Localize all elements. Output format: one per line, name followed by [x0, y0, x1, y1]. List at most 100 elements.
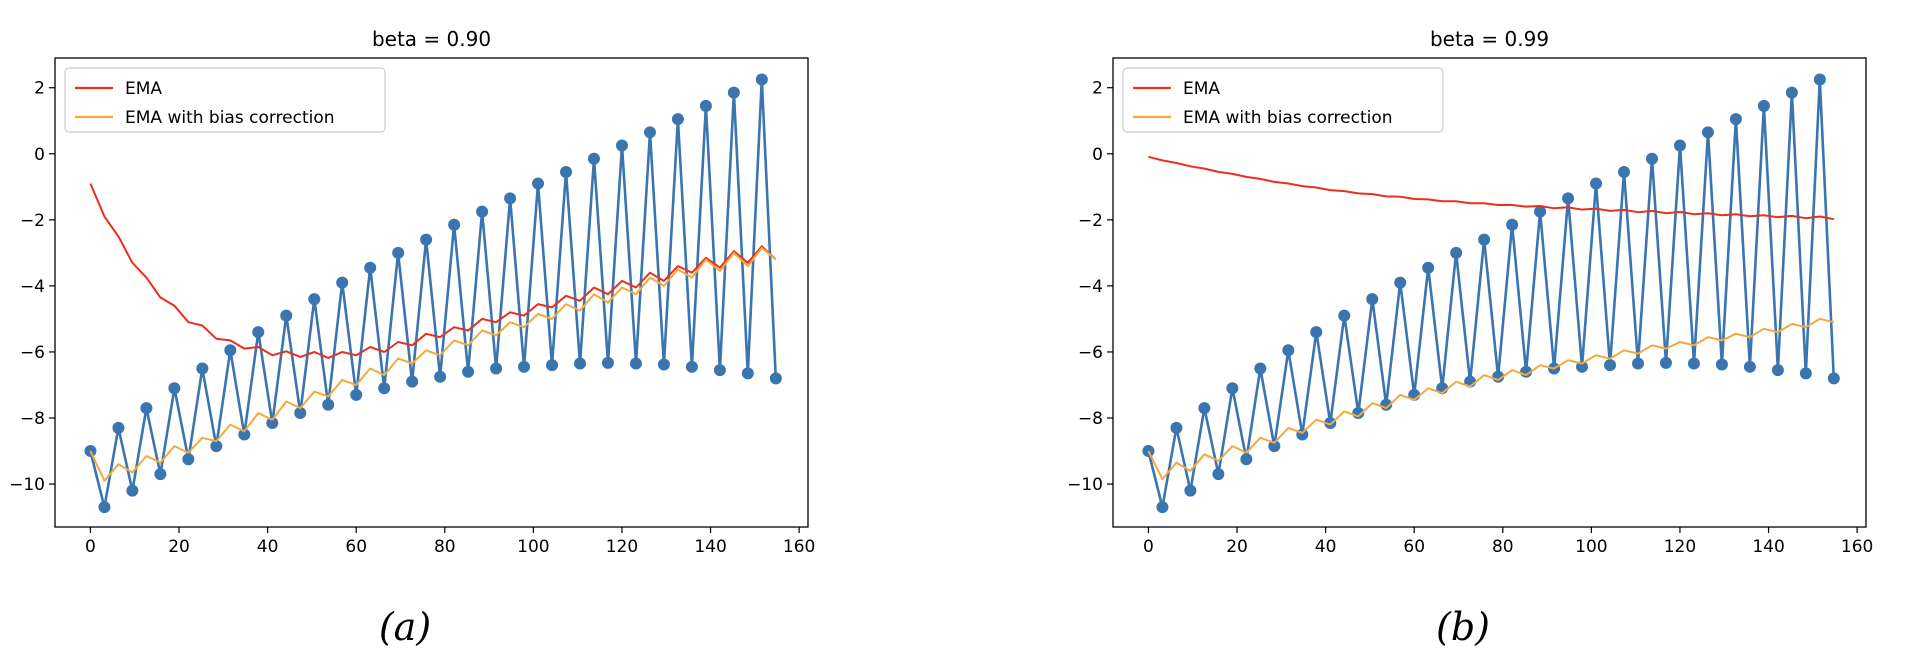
data-point: [1715, 358, 1728, 371]
legend-label: EMA with bias correction: [1183, 108, 1393, 128]
data-point: [154, 468, 167, 481]
data-point: [1827, 372, 1840, 385]
data-point: [1799, 367, 1812, 380]
x-tick-label: 0: [1143, 537, 1154, 557]
data-point: [238, 428, 251, 441]
data-point: [1562, 192, 1575, 205]
data-point: [1184, 484, 1197, 497]
chart-panel-b: beta = 0.990 20 40 60 80 100 120 140 16020−2−4−6…: [1067, 27, 1873, 649]
data-point: [1338, 309, 1351, 322]
y-tick-label: −8: [1078, 409, 1103, 429]
data-point: [1198, 402, 1211, 415]
data-point: [671, 113, 684, 126]
data-point: [587, 152, 600, 165]
x-tick-label: 140: [694, 537, 726, 557]
data-point: [657, 358, 670, 371]
data-point: [420, 233, 433, 246]
data-point: [112, 421, 125, 434]
panel-caption: (b): [1436, 605, 1490, 649]
y-tick-label: −10: [1067, 475, 1103, 495]
data-point: [1590, 177, 1603, 190]
legend-label: EMA with bias correction: [125, 108, 335, 128]
legend-label: EMA: [1183, 79, 1220, 99]
data-point: [1632, 357, 1645, 370]
data-point: [98, 501, 111, 514]
y-tick-label: 0: [34, 145, 45, 165]
x-tick-label: 20: [1226, 537, 1248, 557]
y-tick-label: 2: [1092, 79, 1103, 99]
data-point: [1506, 218, 1519, 231]
data-point: [168, 382, 181, 395]
x-tick-label: 120: [606, 537, 638, 557]
data-point: [406, 375, 419, 388]
x-tick-label: 40: [1315, 537, 1337, 557]
data-point: [1478, 233, 1491, 246]
data-point: [1785, 86, 1798, 99]
data-point: [378, 382, 391, 395]
data-point: [336, 276, 349, 289]
data-point: [1687, 357, 1700, 370]
data-point: [448, 218, 461, 231]
data-point: [434, 370, 447, 383]
data-point: [490, 362, 503, 375]
x-tick-label: 60: [1403, 537, 1425, 557]
data-point: [210, 440, 223, 453]
data-point: [252, 326, 265, 339]
data-point: [1757, 99, 1770, 112]
data-point: [741, 367, 754, 380]
data-point: [629, 357, 642, 370]
data-point: [546, 359, 559, 372]
x-tick-label: 60: [345, 537, 367, 557]
data-point: [1296, 428, 1309, 441]
data-point: [1604, 359, 1617, 372]
legend-box: [1122, 67, 1444, 133]
data-point: [392, 246, 405, 259]
data-point: [280, 309, 293, 322]
data-point: [1324, 416, 1337, 429]
data-point: [476, 205, 489, 218]
x-tick-label: 80: [434, 537, 456, 557]
series-line-ema_corrected: [89, 246, 777, 482]
legend-label: EMA: [125, 79, 162, 99]
data-point: [308, 293, 321, 306]
data-point: [1366, 293, 1379, 306]
data-point: [699, 99, 712, 112]
data-point: [1645, 152, 1658, 165]
data-point: [1701, 126, 1714, 139]
x-tick-label: 140: [1752, 537, 1784, 557]
data-point: [126, 484, 139, 497]
y-tick-label: −2: [1078, 211, 1103, 231]
data-point: [1156, 501, 1169, 514]
data-point: [322, 398, 335, 411]
y-tick-label: 2: [34, 79, 45, 99]
data-point: [224, 344, 237, 357]
data-point: [1450, 246, 1463, 259]
chart-title: beta = 0.90: [372, 27, 491, 51]
data-point: [182, 453, 195, 466]
x-tick-label: 100: [1575, 537, 1607, 557]
plot-area-frame: [1112, 57, 1867, 528]
data-point: [196, 362, 209, 375]
data-point: [601, 356, 614, 369]
data-point: [1422, 261, 1435, 274]
panel-caption: (a): [379, 605, 431, 649]
data-point: [713, 364, 726, 377]
data-point: [1771, 364, 1784, 377]
data-point: [1729, 113, 1742, 126]
x-tick-label: 20: [168, 537, 190, 557]
data-point: [350, 388, 363, 401]
y-tick-label: −6: [20, 343, 45, 363]
data-point: [1226, 382, 1239, 395]
y-tick-label: 0: [1092, 145, 1103, 165]
data-point: [1170, 421, 1183, 434]
chart-panel-a: beta = 0.900 20 40 60 80 100 120 140 16020−2−4−6…: [9, 27, 815, 649]
data-point: [1659, 356, 1672, 369]
y-tick-label: −10: [9, 475, 45, 495]
x-tick-label: 160: [1841, 537, 1873, 557]
data-point: [1282, 344, 1295, 357]
data-point: [769, 372, 782, 385]
data-point: [1268, 440, 1281, 453]
y-tick-label: −2: [20, 211, 45, 231]
data-point: [1743, 360, 1756, 373]
data-point: [364, 261, 377, 274]
